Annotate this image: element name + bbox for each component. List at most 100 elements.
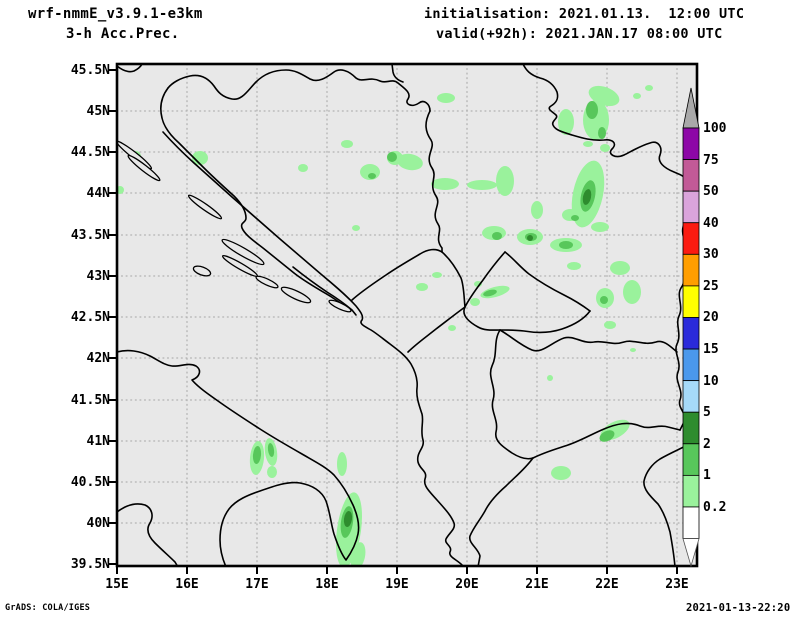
colorbar-legend [682,87,700,568]
colorbar-tick-label: 75 [703,152,719,168]
lat-tick-label: 42.5N [70,310,110,325]
colorbar-tick-label: 100 [703,121,727,136]
colorbar-band [682,348,700,382]
precip-cell [582,189,592,205]
colorbar-band [682,190,700,224]
lon-tick-label: 15E [105,577,129,592]
valid-time-label: valid(+92h): 2021.JAN.17 08:00 UTC [436,26,723,42]
precip-cell [352,225,360,231]
grid-lines [117,64,697,566]
border-macedonia-south [532,422,681,459]
island [255,275,279,289]
precip-cell [267,443,275,457]
precip-cell [368,173,376,179]
island [328,299,352,313]
border-north-croatia-hungary [167,69,431,112]
island [127,154,161,182]
colorbar-band [682,506,700,539]
model-title: wrf-nmmE_v3.9.1-e3km [28,6,203,22]
lat-tick-label: 39.5N [70,557,110,572]
precip-cell [598,127,606,139]
border-bosnia-montenegro [351,248,443,301]
border-danube-serbia-romania [522,64,697,187]
precip-cell [448,325,456,331]
colorbar-band [682,443,700,476]
border-montenegro-albania [407,306,466,353]
coastline-greece-aegean [643,439,697,566]
precip-cell [437,93,455,103]
colorbar-tick-label: 10 [703,373,719,389]
map-background [117,64,697,566]
precip-cell [117,186,124,194]
precip-cell [432,272,442,278]
lat-tick-label: 43.5N [70,228,110,243]
creation-timestamp: 2021-01-13-22:20 [686,602,791,614]
lat-tick-label: 41N [86,434,110,449]
lat-tick-label: 44N [86,186,110,201]
adriatic-islands [117,140,352,313]
precip-cell [387,152,397,162]
colorbar-band [682,411,700,445]
coastline-calabria [117,503,179,566]
lat-tick-label: 45.5N [70,63,110,78]
colorbar-band [682,285,700,318]
precip-cell [192,151,208,165]
colorbar-tick-label: 25 [703,278,719,294]
precip-cell [267,466,277,478]
border-macedonia-albania [489,329,534,460]
precip-cell [527,235,533,241]
precip-cell [470,298,480,306]
lon-tick-label: 22E [595,577,619,592]
colorbar-band [682,380,700,413]
island [221,238,265,266]
colorbar-band [682,474,700,508]
lon-tick-label: 19E [385,577,409,592]
grads-attribution: GrADS: COLA/IGES [5,603,91,613]
precip-cell [583,141,593,147]
precip-cell [252,446,262,464]
precip-cell [633,93,641,99]
precip-cell [600,144,610,152]
border-kosovo-macedonia [499,310,591,334]
border-kosovo-northeast [504,251,591,312]
lat-tick-label: 44.5N [70,145,110,160]
lat-tick-label: 40N [86,516,110,531]
colorbar-band [682,159,700,192]
coastline-trieste [117,64,143,73]
island [192,265,212,277]
precip-cell [343,511,353,527]
precip-cell [591,222,609,232]
precip-cell [350,542,366,566]
colorbar-bands [682,127,700,539]
colorbar-tick-label: 50 [703,184,719,200]
precip-cell [610,261,630,275]
country-borders [117,64,697,566]
colorbar-tick-label: 2 [703,436,711,452]
colorbar-tick-label: 15 [703,342,719,358]
axis-ticks [109,69,678,574]
border-macedonia-north [499,329,678,353]
precip-cell [551,466,571,480]
border-hungary-serbia-spur [391,64,404,83]
precip-cell [416,283,428,291]
colorbar-band [682,222,700,255]
border-bosnia-serbia [425,110,443,253]
lon-tick-label: 21E [525,577,549,592]
colorbar-tick-label: 5 [703,405,711,421]
lon-tick-label: 18E [315,577,339,592]
precip-cell [630,348,636,352]
precip-cell [604,321,616,329]
precip-cell [397,153,423,171]
precip-cell [567,262,581,270]
lon-tick-label: 20E [455,577,479,592]
lat-tick-label: 45N [86,104,110,119]
lat-tick-label: 43N [86,269,110,284]
precip-cell [586,101,598,119]
lat-tick-label: 40.5N [70,475,110,490]
coastline-adriatic [162,131,465,566]
precip-cell [483,289,497,297]
colorbar-tick-label: 0.2 [703,499,727,515]
precip-cell [600,296,608,304]
